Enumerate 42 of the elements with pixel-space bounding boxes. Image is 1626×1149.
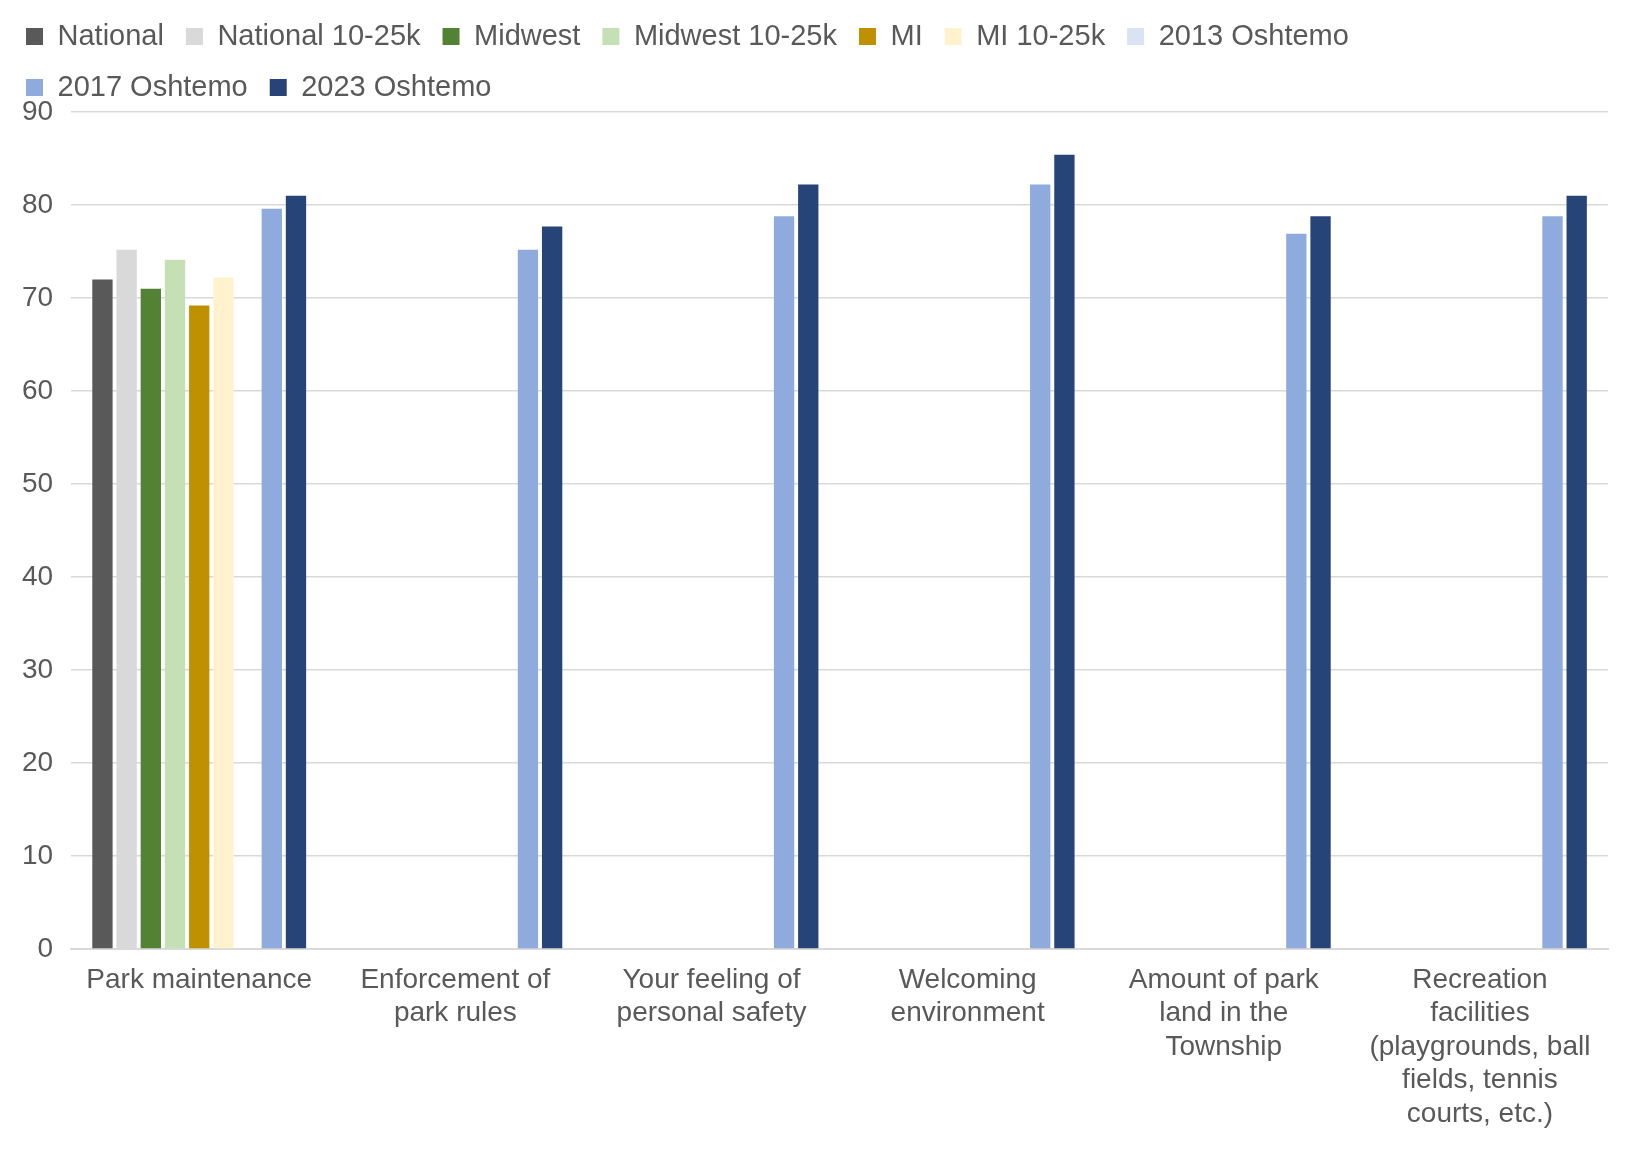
x-tick-label: Enforcement of park rules	[360, 962, 551, 1028]
legend-label: National	[57, 18, 164, 51]
bar	[1542, 216, 1563, 949]
bar	[1310, 216, 1331, 949]
bar	[189, 305, 210, 949]
x-tick-label: Amount of park land in the Township	[1128, 962, 1320, 1061]
legend-label: National 10-25k	[217, 18, 422, 51]
y-tick-label: 70	[21, 280, 54, 312]
y-tick-label: 10	[21, 838, 54, 870]
bar	[798, 184, 819, 949]
legend-label: 2017 Oshtemo	[57, 69, 248, 102]
bar	[1566, 195, 1587, 949]
bar	[517, 249, 539, 949]
legend-label: Midwest	[474, 18, 581, 51]
legend-label: MI 10-25k	[976, 18, 1106, 51]
bar	[213, 277, 234, 949]
x-tick-label: Recreation facilities (playgrounds, ball fields, tennis courts, etc.)	[1369, 962, 1591, 1128]
bar	[1054, 154, 1075, 949]
y-tick-label: 30	[21, 652, 54, 684]
y-tick-label: 60	[21, 373, 54, 405]
bar	[1286, 233, 1307, 949]
bar	[285, 195, 307, 949]
bar	[92, 279, 113, 949]
y-tick-label: 50	[21, 466, 54, 498]
bar	[140, 288, 161, 949]
y-tick-label: 40	[21, 559, 54, 591]
x-tick-label: Park maintenance	[86, 962, 313, 994]
bar	[1030, 184, 1051, 949]
y-tick-label: 90	[21, 94, 54, 126]
y-tick-label: 20	[21, 745, 54, 777]
bar	[773, 216, 795, 949]
y-tick-label: 80	[21, 187, 54, 219]
x-tick-label: Your feeling of personal safety	[616, 962, 807, 1028]
x-tick-label: Welcoming environment	[890, 962, 1045, 1028]
legend-label: 2023 Oshtemo	[301, 69, 492, 102]
y-tick-label: 0	[37, 931, 54, 963]
bar	[261, 208, 282, 949]
bar	[164, 259, 186, 949]
bar	[541, 226, 563, 949]
legend-label: 2013 Oshtemo	[1158, 18, 1349, 51]
legend-label: Midwest 10-25k	[633, 18, 838, 51]
legend-label: MI	[890, 18, 923, 51]
